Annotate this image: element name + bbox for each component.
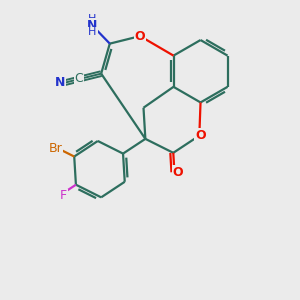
Text: O: O (196, 129, 206, 142)
Text: C: C (74, 72, 83, 85)
Text: Br: Br (48, 142, 62, 155)
Text: N: N (55, 76, 65, 89)
Text: N: N (87, 19, 98, 32)
Text: H: H (88, 27, 96, 37)
Text: F: F (60, 189, 67, 203)
Text: O: O (173, 166, 183, 178)
Text: H: H (88, 14, 96, 24)
Text: C: C (75, 72, 84, 85)
Text: O: O (135, 30, 146, 43)
